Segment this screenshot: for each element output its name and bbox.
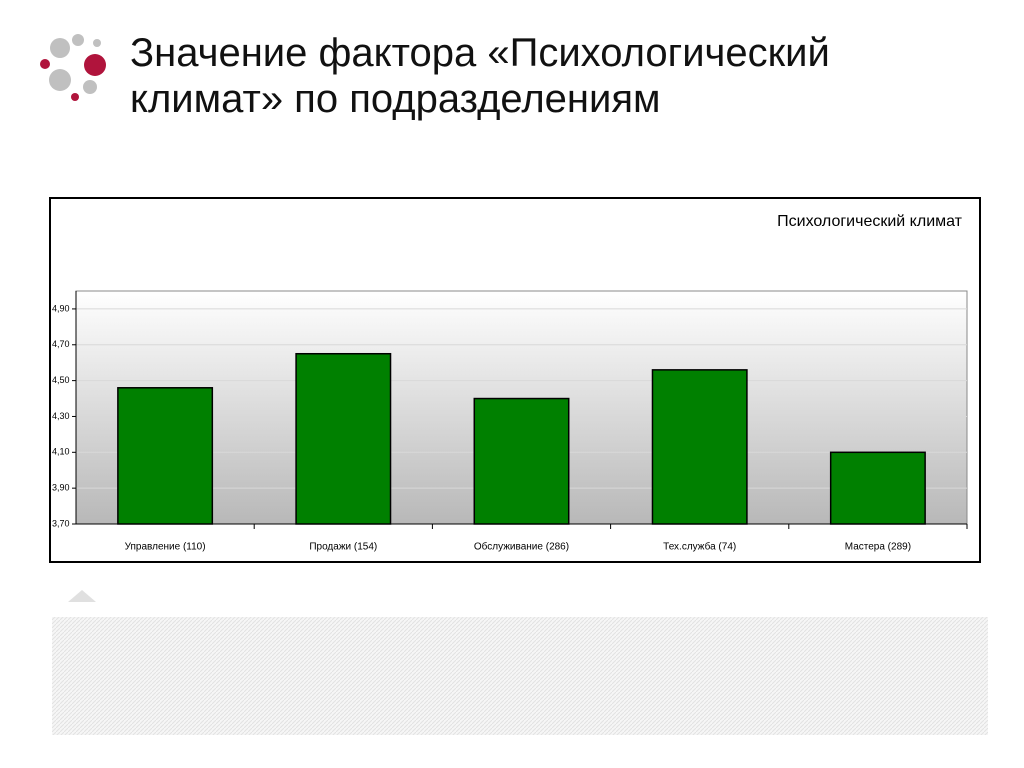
hatched-panel: [52, 617, 988, 735]
y-tick-label: 3,70: [52, 518, 70, 528]
x-tick-label: Обслуживание (286): [474, 541, 569, 553]
bar: [295, 352, 392, 525]
y-tick-label: 4,10: [52, 447, 70, 457]
bar: [473, 397, 570, 525]
x-tick-label: Продажи (154): [309, 542, 377, 553]
triangle: [68, 590, 96, 602]
y-tick-label: 3,90: [52, 483, 70, 493]
chart-title: Психологический климат: [777, 213, 963, 230]
y-tick-label: 4,70: [52, 339, 70, 349]
bar: [117, 387, 214, 525]
logo: [40, 34, 106, 101]
bar: [651, 369, 748, 525]
x-tick-label: Мастера (289): [845, 542, 911, 553]
x-tick-label: Тех.служба (74): [663, 541, 736, 553]
slide-title: Значение фактора «Психологический климат…: [130, 31, 830, 121]
x-tick-label: Управление (110): [125, 542, 206, 553]
y-tick-label: 4,50: [52, 375, 70, 385]
y-tick-label: 4,90: [52, 303, 70, 313]
y-tick-label: 4,30: [52, 411, 70, 421]
bar: [829, 451, 926, 525]
